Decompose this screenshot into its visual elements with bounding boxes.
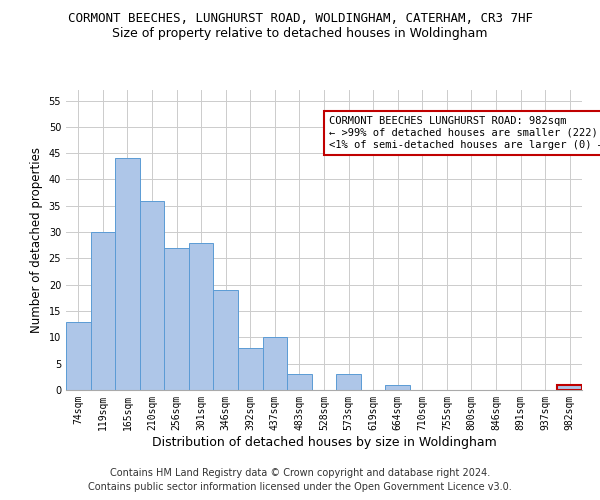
Bar xyxy=(66,322,91,390)
Bar xyxy=(557,384,582,390)
Text: CORMONT BEECHES, LUNGHURST ROAD, WOLDINGHAM, CATERHAM, CR3 7HF: CORMONT BEECHES, LUNGHURST ROAD, WOLDING… xyxy=(67,12,533,26)
Bar xyxy=(385,384,410,390)
Bar xyxy=(91,232,115,390)
Text: Size of property relative to detached houses in Woldingham: Size of property relative to detached ho… xyxy=(112,28,488,40)
Bar xyxy=(115,158,140,390)
Bar xyxy=(189,242,214,390)
Bar xyxy=(140,200,164,390)
X-axis label: Distribution of detached houses by size in Woldingham: Distribution of detached houses by size … xyxy=(152,436,496,448)
Y-axis label: Number of detached properties: Number of detached properties xyxy=(30,147,43,333)
Bar xyxy=(263,338,287,390)
Bar xyxy=(214,290,238,390)
Text: Contains HM Land Registry data © Crown copyright and database right 2024.
Contai: Contains HM Land Registry data © Crown c… xyxy=(88,468,512,492)
Bar xyxy=(238,348,263,390)
Bar xyxy=(164,248,189,390)
Bar xyxy=(336,374,361,390)
Text: CORMONT BEECHES LUNGHURST ROAD: 982sqm
← >99% of detached houses are smaller (22: CORMONT BEECHES LUNGHURST ROAD: 982sqm ←… xyxy=(329,116,600,150)
Bar xyxy=(287,374,312,390)
